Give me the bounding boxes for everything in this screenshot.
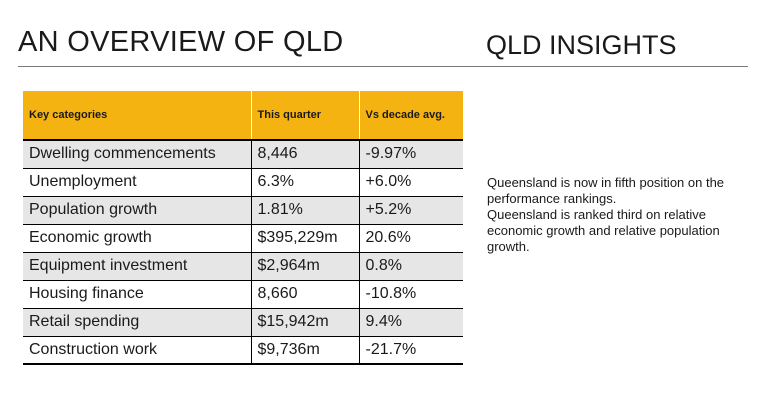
- category-cell: Dwelling commencements: [23, 140, 251, 169]
- category-cell: Equipment investment: [23, 252, 251, 281]
- quarter-value-cell: $9,736m: [250, 336, 359, 365]
- decade-comparison-cell: 9.4%: [358, 308, 463, 337]
- insights-text: Queensland is now in fifth position on t…: [487, 175, 757, 255]
- decade-comparison-cell: -9.97%: [358, 140, 463, 169]
- header-vs-decade-avg: Vs decade avg.: [358, 91, 463, 141]
- insight-ranking-growth: Queensland is ranked third on relative e…: [487, 207, 720, 254]
- quarter-value-cell: 8,660: [250, 280, 359, 309]
- header-key-categories: Key categories: [23, 91, 251, 141]
- quarter-value-cell: 1.81%: [250, 196, 359, 225]
- quarter-value-cell: $2,964m: [250, 252, 359, 281]
- header-this-quarter: This quarter: [250, 91, 359, 141]
- table-row: Equipment investment $2,964m 0.8%: [23, 252, 463, 281]
- table-row: Economic growth $395,229m 20.6%: [23, 224, 463, 253]
- quarter-value-cell: $15,942m: [250, 308, 359, 337]
- table-row: Population growth 1.81% +5.2%: [23, 196, 463, 225]
- decade-comparison-cell: 20.6%: [358, 224, 463, 253]
- category-cell: Population growth: [23, 196, 251, 225]
- table-row: Construction work $9,736m -21.7%: [23, 336, 463, 365]
- table-row: Housing finance 8,660 -10.8%: [23, 280, 463, 309]
- decade-comparison-cell: +5.2%: [358, 196, 463, 225]
- quarter-value-cell: $395,229m: [250, 224, 359, 253]
- table-header-row: Key categories This quarter Vs decade av…: [23, 91, 463, 141]
- page-title: AN OVERVIEW OF QLD: [18, 26, 344, 58]
- quarter-value-cell: 8,446: [250, 140, 359, 169]
- category-cell: Retail spending: [23, 308, 251, 337]
- quarter-value-cell: 6.3%: [250, 168, 359, 197]
- decade-comparison-cell: -21.7%: [358, 336, 463, 365]
- table-row: Dwelling commencements 8,446 -9.97%: [23, 140, 463, 169]
- category-cell: Construction work: [23, 336, 251, 365]
- insight-ranking-position: Queensland is now in fifth position on t…: [487, 175, 725, 206]
- decade-comparison-cell: 0.8%: [358, 252, 463, 281]
- decade-comparison-cell: +6.0%: [358, 168, 463, 197]
- overview-table: Key categories This quarter Vs decade av…: [23, 91, 463, 365]
- table-row: Unemployment 6.3% +6.0%: [23, 168, 463, 197]
- category-cell: Economic growth: [23, 224, 251, 253]
- category-cell: Housing finance: [23, 280, 251, 309]
- title-divider: [18, 66, 748, 67]
- category-cell: Unemployment: [23, 168, 251, 197]
- decade-comparison-cell: -10.8%: [358, 280, 463, 309]
- insights-title: QLD INSIGHTS: [486, 30, 677, 60]
- table-row: Retail spending $15,942m 9.4%: [23, 308, 463, 337]
